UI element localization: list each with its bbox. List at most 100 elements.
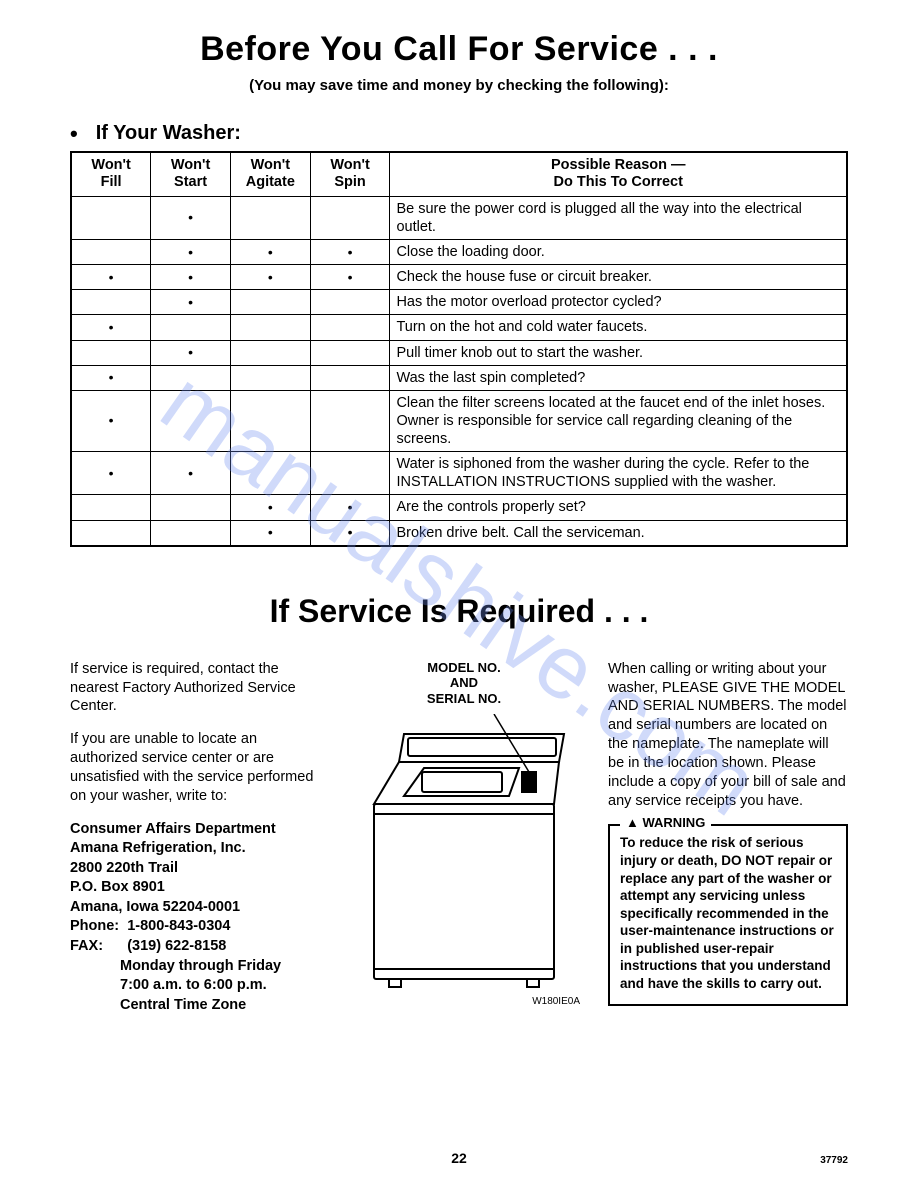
dot-icon: • (109, 319, 114, 335)
symptom-cell: • (230, 240, 310, 265)
symptom-cell (71, 196, 151, 239)
addr-line: Consumer Affairs Department (70, 820, 320, 840)
diagram-label: MODEL NO. (338, 660, 590, 676)
symptom-cell (310, 290, 390, 315)
table-row: ••••Check the house fuse or circuit brea… (71, 265, 847, 290)
dot-icon: • (188, 344, 193, 360)
dot-icon: • (268, 244, 273, 260)
symptom-cell (71, 240, 151, 265)
symptom-cell (310, 340, 390, 365)
diagram-column: MODEL NO. AND SERIAL NO. (338, 660, 590, 1016)
reason-cell: Was the last spin completed? (390, 365, 847, 390)
symptom-cell (71, 340, 151, 365)
diagram-code: W180IE0A (338, 996, 590, 1007)
dot-icon: • (188, 465, 193, 481)
addr-line: Amana, Iowa 52204-0001 (70, 898, 320, 918)
symptom-cell: • (310, 265, 390, 290)
table-row: • Pull timer knob out to start the washer… (71, 340, 847, 365)
page-number: 22 (451, 1150, 467, 1166)
symptom-cell (230, 290, 310, 315)
symptom-cell (230, 196, 310, 239)
table-row: • Has the motor overload protector cycled… (71, 290, 847, 315)
symptom-cell: • (310, 240, 390, 265)
symptom-cell: • (71, 265, 151, 290)
dot-icon: • (268, 499, 273, 515)
diagram-label: AND (338, 675, 590, 691)
page-title: Before You Call For Service . . . (70, 30, 848, 69)
dot-icon: • (109, 412, 114, 428)
symptom-cell (230, 390, 310, 451)
symptom-cell (310, 452, 390, 495)
dot-icon: • (348, 499, 353, 515)
symptom-cell (310, 365, 390, 390)
table-header-reason: Possible Reason —Do This To Correct (390, 152, 847, 196)
address-block: Consumer Affairs Department Amana Refrig… (70, 820, 320, 1016)
addr-line: Monday through Friday (70, 957, 320, 977)
left-column: If service is required, contact the near… (70, 660, 320, 1016)
warning-box: ▲ WARNING To reduce the risk of serious … (608, 824, 848, 1006)
symptom-cell (71, 495, 151, 520)
document-id: 37792 (820, 1155, 848, 1166)
dot-icon: • (109, 269, 114, 285)
symptom-cell (151, 495, 231, 520)
symptom-cell (310, 196, 390, 239)
right-column: When calling or writing about your washe… (608, 660, 848, 1016)
symptom-cell: • (151, 340, 231, 365)
symptom-cell (310, 315, 390, 340)
addr-line: 7:00 a.m. to 6:00 p.m. (70, 976, 320, 996)
table-header-symptom: Won'tStart (151, 152, 231, 196)
symptom-cell: • (71, 315, 151, 340)
warning-label: ▲ WARNING (620, 815, 711, 832)
table-row: ••Are the controls properly set? (71, 495, 847, 520)
dot-icon: • (348, 244, 353, 260)
symptom-cell: • (71, 452, 151, 495)
symptom-cell: • (151, 290, 231, 315)
table-header-symptom: Won'tSpin (310, 152, 390, 196)
dot-icon: • (348, 524, 353, 540)
dot-icon: • (348, 269, 353, 285)
addr-line: Amana Refrigeration, Inc. (70, 839, 320, 859)
addr-line: Central Time Zone (70, 996, 320, 1016)
troubleshooting-table: Won'tFillWon'tStartWon'tAgitateWon'tSpin… (70, 151, 848, 547)
washer-diagram-icon (344, 714, 584, 994)
addr-line: FAX: (319) 622-8158 (70, 937, 320, 957)
symptom-cell: • (310, 495, 390, 520)
diagram-label: SERIAL NO. (338, 691, 590, 707)
symptom-cell: • (151, 452, 231, 495)
symptom-cell (71, 520, 151, 546)
symptom-cell: • (71, 365, 151, 390)
dot-icon: • (188, 294, 193, 310)
reason-cell: Close the loading door. (390, 240, 847, 265)
service-title: If Service Is Required . . . (70, 593, 848, 630)
page-subtitle: (You may save time and money by checking… (70, 77, 848, 94)
addr-line: 2800 220th Trail (70, 859, 320, 879)
reason-cell: Clean the filter screens located at the … (390, 390, 847, 451)
table-row: • • • Close the loading door. (71, 240, 847, 265)
table-header-symptom: Won'tAgitate (230, 152, 310, 196)
symptom-cell: • (151, 196, 231, 239)
addr-line: Phone: 1-800-843-0304 (70, 917, 320, 937)
reason-cell: Check the house fuse or circuit breaker. (390, 265, 847, 290)
symptom-cell: • (230, 520, 310, 546)
symptom-cell: • (71, 390, 151, 451)
table-row: •Be sure the power cord is plugged all t… (71, 196, 847, 239)
bullet-icon: • (70, 123, 78, 145)
dot-icon: • (268, 269, 273, 285)
reason-cell: Pull timer knob out to start the washer. (390, 340, 847, 365)
section-heading: If Your Washer: (96, 122, 241, 145)
service-info: When calling or writing about your washe… (608, 660, 848, 811)
symptom-cell (151, 315, 231, 340)
table-row: • Turn on the hot and cold water faucets. (71, 315, 847, 340)
service-p2: If you are unable to locate an authorize… (70, 730, 320, 805)
symptom-cell (151, 365, 231, 390)
service-p1: If service is required, contact the near… (70, 660, 320, 717)
dot-icon: • (188, 244, 193, 260)
reason-cell: Has the motor overload protector cycled? (390, 290, 847, 315)
table-row: • • Broken drive belt. Call the serviceman… (71, 520, 847, 546)
reason-cell: Broken drive belt. Call the serviceman. (390, 520, 847, 546)
symptom-cell (71, 290, 151, 315)
symptom-cell (230, 340, 310, 365)
reason-cell: Turn on the hot and cold water faucets. (390, 315, 847, 340)
table-row: ••Water is siphoned from the washer duri… (71, 452, 847, 495)
dot-icon: • (268, 524, 273, 540)
